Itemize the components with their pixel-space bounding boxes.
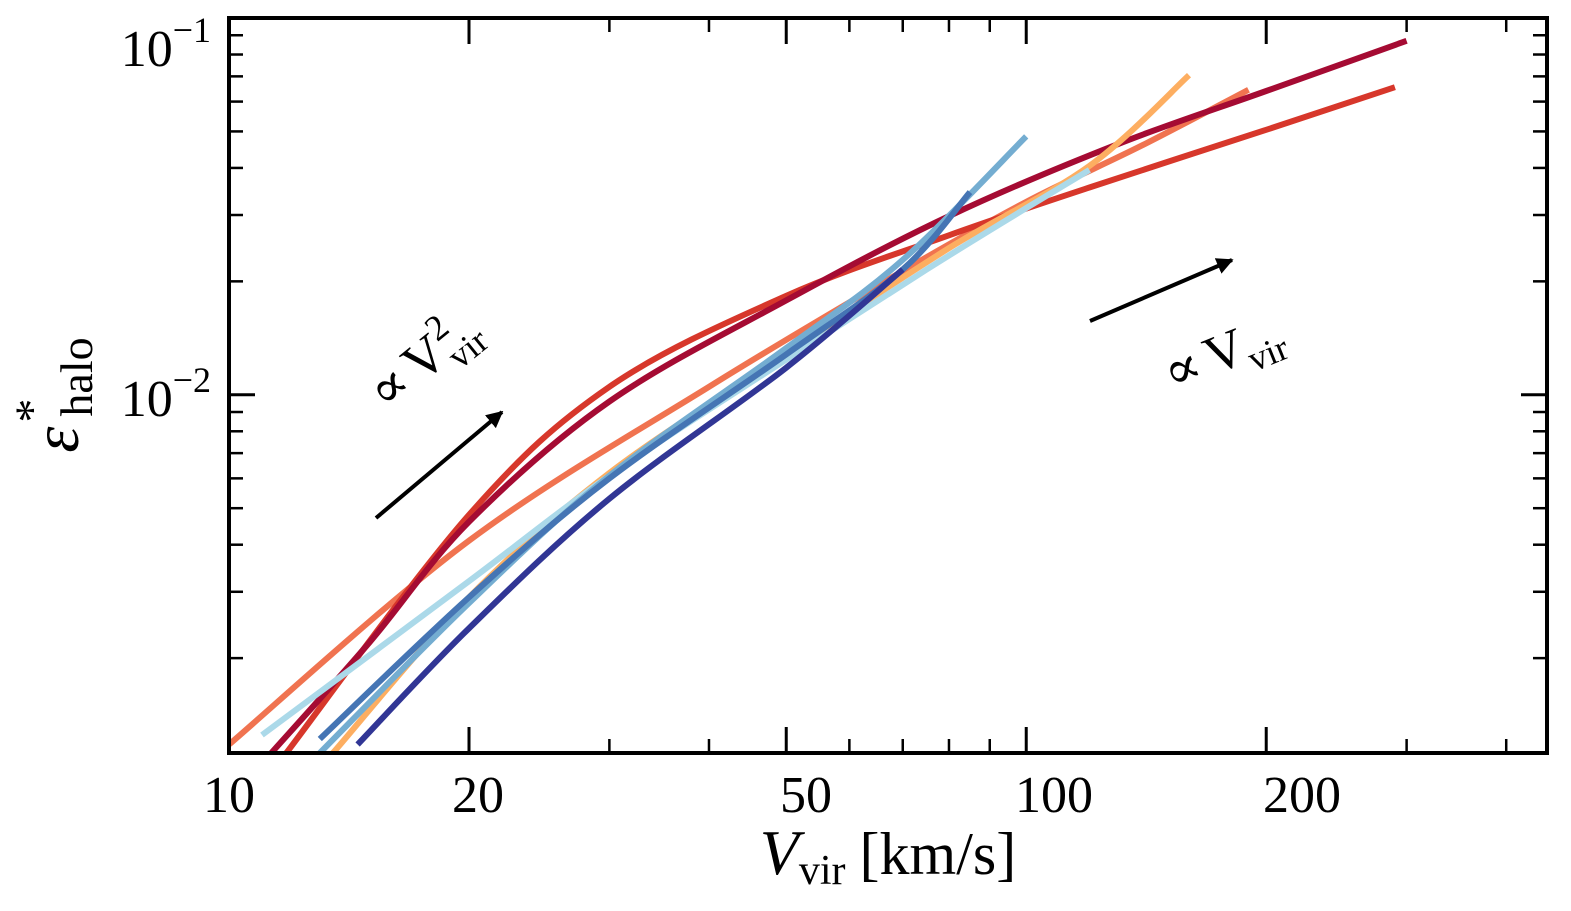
x-tick-label: 100: [1015, 767, 1093, 824]
series-line-8: [355, 267, 905, 747]
x-axis-symbol: V: [760, 817, 806, 888]
x-axis-subscript: vir: [799, 848, 846, 894]
x-axis-label: Vvir [km/s]: [760, 817, 1016, 894]
series-line-6: [317, 134, 1029, 756]
y-tick-label: 10−1: [121, 10, 211, 78]
x-axis-unit: [km/s]: [860, 821, 1017, 887]
x-tick-label: 50: [780, 767, 832, 824]
series-line-5: [260, 167, 1091, 738]
series-line-3: [269, 37, 1408, 755]
y-axis-superscript: *: [6, 399, 59, 423]
y-tick-exponent: −2: [173, 360, 211, 400]
y-tick-label: 10−2: [121, 360, 211, 428]
y-axis-subscript: halo: [51, 337, 102, 416]
y-axis-label: ε *halo: [6, 337, 102, 452]
arrow-steep: [374, 410, 504, 520]
y-axis-symbol: ε: [20, 427, 93, 453]
y-tick-base: 10: [121, 21, 173, 78]
x-tick-label: 10: [203, 767, 255, 824]
x-tick-label: 200: [1263, 767, 1341, 824]
series-layer: [227, 37, 1408, 756]
series-line-4: [330, 72, 1192, 755]
tick-layer: [227, 16, 1547, 753]
x-tick-label: 20: [452, 767, 504, 824]
plot-frame: [227, 16, 1549, 755]
y-tick-base: 10: [121, 371, 173, 428]
annotation-v1-label: ∝Vvir: [1154, 301, 1294, 410]
y-tick-exponent: −1: [173, 10, 211, 50]
arrow-shallow: [1089, 258, 1234, 323]
series-line-2: [283, 84, 1396, 755]
y-tick-labels: 10−1 10−2: [121, 10, 211, 428]
x-tick-labels: 10 20 50 100 200: [203, 767, 1341, 824]
annotation-v2-label: ∝V2vir: [352, 292, 496, 429]
